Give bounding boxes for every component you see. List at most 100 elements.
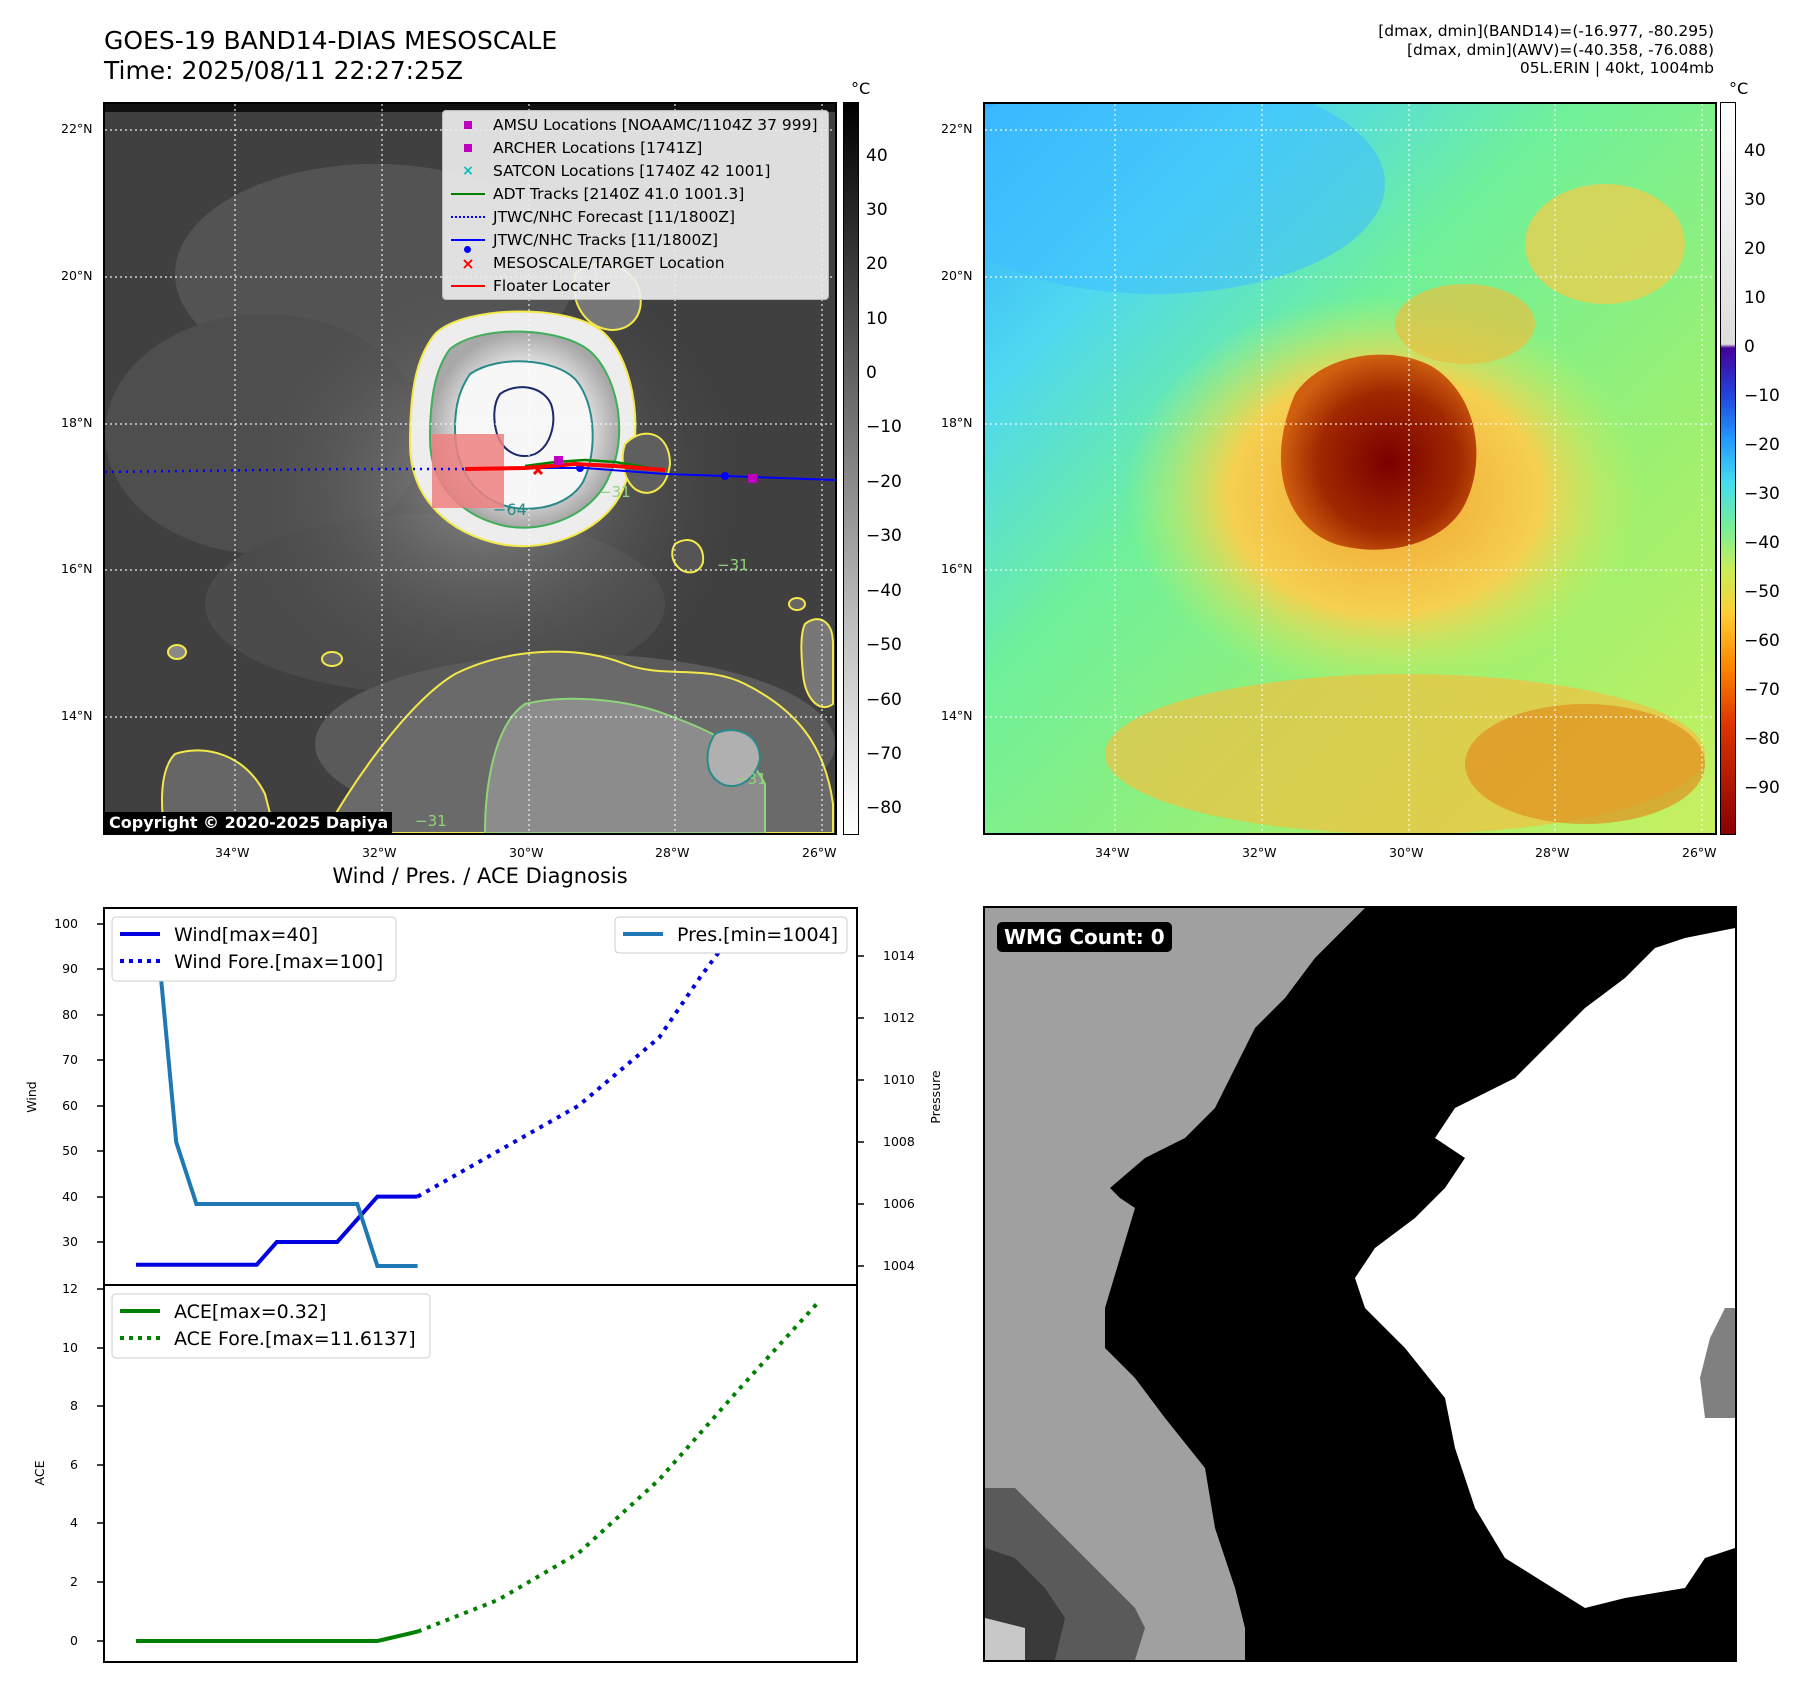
adt-track [524,458,651,470]
ace-ylabel: ACE [32,1460,47,1485]
lon-label: 32°W [362,845,397,860]
wmg-image [985,908,1735,1660]
colorbar-tick: −60 [1744,631,1780,651]
contour-label-3: −31 [717,556,749,574]
ir-colorbar-unit: °C [851,79,871,98]
colorbar-tick: 10 [866,309,888,329]
ytick-label: 50 [62,1143,78,1158]
lon-label: 28°W [655,845,690,860]
floater-box [432,434,504,508]
pressure-legend: Pres.[min=1004] [614,916,848,954]
lat-label: 20°N [61,268,93,283]
legend-ace-label: ACE[max=0.32] [174,1301,326,1323]
lat-label: 22°N [61,121,93,136]
info-line-1: [dmax, dmin](BAND14)=(-16.977, -80.295) [1378,22,1714,40]
wv-image-panel [983,102,1717,835]
series-line-1 [416,1298,822,1634]
legend-item-satcon: × SATCON Locations [1740Z 42 1001] [462,162,771,180]
lat-label: 14°N [941,708,973,723]
lon-label: 26°W [802,845,837,860]
ytick-label: 0 [70,1633,78,1648]
archer-marker [554,456,563,465]
ir-image-panel: −64 −31 −31 −31 −31 AMSU Locations [NOAA… [103,102,837,835]
lon-label: 34°W [215,845,250,860]
legend-item-floater: Floater Locater [443,275,610,297]
colorbar-tick: −30 [866,526,902,546]
contour-label-2: −31 [599,483,631,501]
wind-legend: Wind[max=40] Wind Fore.[max=100] [111,916,397,982]
ytick-label: 70 [62,1052,78,1067]
title-line-1: GOES-19 BAND14-DIAS MESOSCALE [104,26,558,55]
colorbar-tick: −50 [866,635,902,655]
colorbar-tick: −20 [1744,435,1780,455]
square-marker-icon [464,144,472,152]
lat-label: 14°N [61,708,93,723]
series-line-0 [136,1629,419,1643]
ytick-label: 4 [70,1515,78,1530]
line-dot-icon [451,239,485,241]
map-gridlines [985,104,1715,833]
target-marker [532,464,544,476]
ytick-label: 90 [62,961,78,976]
lat-label: 16°N [61,561,93,576]
colorbar-tick: 0 [866,363,877,383]
ytick-label: 40 [62,1189,78,1204]
info-line-3: 05L.ERIN | 40kt, 1004mb [1519,59,1714,77]
lat-label: 18°N [941,415,973,430]
diagnosis-title: Wind / Pres. / ACE Diagnosis [332,864,628,888]
ytick-label: 10 [62,1340,78,1355]
contour-label-4: −31 [735,770,767,788]
ytick-label: 8 [70,1398,78,1413]
series-line-2 [136,923,418,1268]
track-point [721,472,729,480]
best-track [505,467,835,481]
series-line-1 [416,922,742,1199]
colorbar-tick: −90 [1744,778,1780,798]
wind-yticks: 100 90 80 70 60 50 40 30 [54,916,78,1249]
y2tick-label: 1006 [883,1196,915,1211]
colorbar-tick: 30 [1744,190,1766,210]
colorbar-tick: −60 [866,690,902,710]
colorbar-tick: −80 [866,798,902,818]
colorbar-tick: −10 [866,417,902,437]
diagnosis-chart: 100 90 80 70 60 50 40 30 Wind 1014 1012 … [24,907,943,1663]
ytick-label: 80 [62,1007,78,1022]
square-marker-icon [464,121,472,129]
ir-legend: AMSU Locations [NOAAMC/1104Z 37 999] ARC… [442,110,829,300]
lon-label: 28°W [1535,845,1570,860]
legend-item-tracks: JTWC/NHC Tracks [11/1800Z] [443,229,718,253]
y2tick-label: 1014 [883,948,915,963]
y2tick-label: 1012 [883,1010,915,1025]
wv-colorbar [1720,102,1736,835]
colorbar-tick: −50 [1744,582,1780,602]
lon-label: 30°W [509,845,544,860]
floater-locater [464,461,666,472]
y2tick-label: 1004 [883,1258,915,1273]
wind-ylabel: Wind [24,1081,39,1112]
colorbar-tick: 20 [1744,239,1766,259]
ytick-label: 12 [62,1281,78,1296]
legend-item-target: × MESOSCALE/TARGET Location [461,253,725,273]
x-marker-icon: × [461,253,475,273]
ytick-label: 100 [54,916,78,931]
colorbar-tick: 20 [866,254,888,274]
colorbar-tick: −30 [1744,484,1780,504]
ace-legend: ACE[max=0.32] ACE Fore.[max=11.6137] [111,1293,431,1359]
colorbar-tick: −70 [1744,680,1780,700]
legend-item-archer: ARCHER Locations [1741Z] [443,137,702,159]
pressure-yticks: 1014 1012 1010 1008 1006 1004 [883,948,915,1273]
colorbar-tick: 0 [1744,337,1755,357]
title-line-2: Time: 2025/08/11 22:27:25Z [104,56,463,85]
lon-label: 34°W [1095,845,1130,860]
legend-item-amsu: AMSU Locations [NOAAMC/1104Z 37 999] [443,114,818,136]
contour-label-1: −64 [493,500,527,519]
x-marker-icon: × [462,163,474,179]
wmg-count-badge: WMG Count: 0 [997,922,1172,952]
legend-pressure-label: Pres.[min=1004] [677,924,838,946]
wind-series-group [136,922,742,1268]
dotted-line-icon [451,216,485,218]
series-line-0 [136,1194,418,1267]
ytick-label: 2 [70,1574,78,1589]
legend-ace-fore-label: ACE Fore.[max=11.6137] [174,1328,416,1350]
storm-info: [dmax, dmin](BAND14)=(-16.977, -80.295) … [1378,22,1714,78]
